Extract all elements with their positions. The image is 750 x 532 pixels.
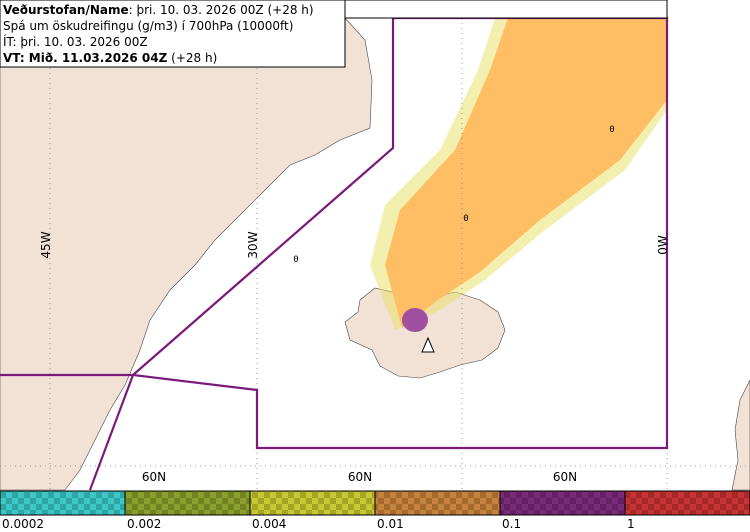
latitude-label: 60N (553, 470, 577, 484)
land-norway (731, 379, 750, 491)
land-greenland (0, 17, 373, 491)
legend-swatch (249, 490, 376, 516)
legend-label: 1 (627, 517, 635, 531)
legend-swatch (624, 490, 750, 516)
header-box (0, 0, 346, 68)
legend-swatch (124, 490, 251, 516)
header-line: VT: Mið. 11.03.2026 04Z (+28 h) (3, 51, 217, 65)
longitude-label: 0W (656, 235, 670, 255)
latitude-label: 60N (348, 470, 372, 484)
legend-swatch (499, 490, 626, 516)
header-text: (+28 h) (167, 51, 217, 65)
header-text: Veðurstofan/Name (3, 3, 129, 17)
legend-label: 0.1 (502, 517, 521, 531)
legend-label: 0.002 (127, 517, 161, 531)
latitude-label: 60N (142, 470, 166, 484)
boundary (0, 16, 669, 491)
longitude-label: 45W (39, 231, 53, 258)
header-line: Veðurstofan/Name: þri. 10. 03. 2026 00Z … (3, 3, 314, 17)
contour-marker: 0 (609, 125, 614, 135)
contour-marker: 0 (463, 214, 468, 224)
legend-label: 0.01 (377, 517, 404, 531)
frame-top (344, 0, 668, 19)
legend-swatch (374, 490, 501, 516)
header-line: Spá um öskudreifingu (g/m3) í 700hPa (10… (3, 19, 293, 33)
legend-label: 0.0002 (2, 517, 44, 531)
ash-plume (385, 18, 667, 328)
legend-swatch (0, 490, 126, 516)
ash-core (402, 308, 428, 332)
longitude-label: 30W (246, 231, 260, 258)
header-line: ÍT: þri. 10. 03. 2026 00Z (3, 34, 148, 49)
volcano-symbol (421, 336, 435, 353)
header-text: VT: Mið. 11.03.2026 04Z (3, 51, 168, 65)
contour-marker: 0 (293, 255, 298, 265)
header-text: : þri. 10. 03. 2026 00Z (+28 h) (129, 3, 314, 17)
legend-label: 0.004 (252, 517, 286, 531)
